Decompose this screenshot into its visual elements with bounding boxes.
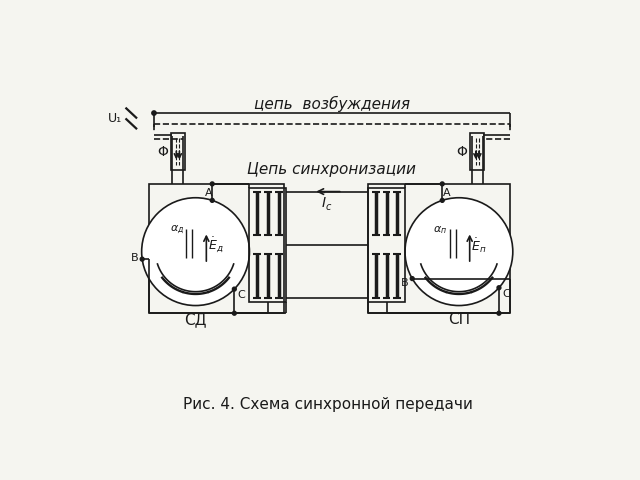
- Circle shape: [232, 312, 236, 315]
- Bar: [470, 133, 484, 170]
- Circle shape: [405, 198, 513, 306]
- Text: Цепь синхронизации: Цепь синхронизации: [248, 162, 416, 177]
- Text: A: A: [205, 189, 212, 198]
- Circle shape: [497, 286, 501, 289]
- Bar: [171, 133, 185, 170]
- Bar: [368, 188, 405, 302]
- Text: C: C: [502, 289, 510, 299]
- Bar: [250, 188, 287, 302]
- Circle shape: [232, 287, 236, 291]
- Text: B: B: [131, 252, 138, 263]
- Circle shape: [211, 182, 214, 186]
- Circle shape: [410, 276, 414, 280]
- Bar: [368, 184, 511, 313]
- Text: $\alpha_д$: $\alpha_д$: [170, 224, 184, 237]
- Bar: [149, 184, 284, 313]
- Text: $\dot{E}_п$: $\dot{E}_п$: [471, 236, 486, 255]
- Circle shape: [440, 182, 444, 186]
- Circle shape: [497, 312, 501, 315]
- Text: Рис. 4. Схема синхронной передачи: Рис. 4. Схема синхронной передачи: [183, 396, 473, 412]
- Circle shape: [211, 198, 214, 202]
- Text: A: A: [443, 189, 451, 198]
- Text: $\dot{E}_д$: $\dot{E}_д$: [208, 236, 223, 255]
- Circle shape: [140, 257, 144, 261]
- Text: цепь  возбуждения: цепь возбуждения: [254, 96, 410, 112]
- Text: B: B: [401, 278, 408, 288]
- Text: C: C: [237, 290, 245, 300]
- Text: СП: СП: [448, 312, 470, 327]
- Text: $\dot{I}_c$: $\dot{I}_c$: [321, 192, 333, 213]
- Circle shape: [141, 198, 250, 306]
- Text: Φ: Φ: [157, 144, 168, 158]
- Text: Φ: Φ: [456, 144, 467, 158]
- Text: U₁: U₁: [108, 112, 122, 125]
- Text: $\alpha_п$: $\alpha_п$: [433, 224, 447, 236]
- Circle shape: [440, 198, 444, 202]
- Text: СД: СД: [184, 312, 207, 327]
- Circle shape: [152, 111, 156, 115]
